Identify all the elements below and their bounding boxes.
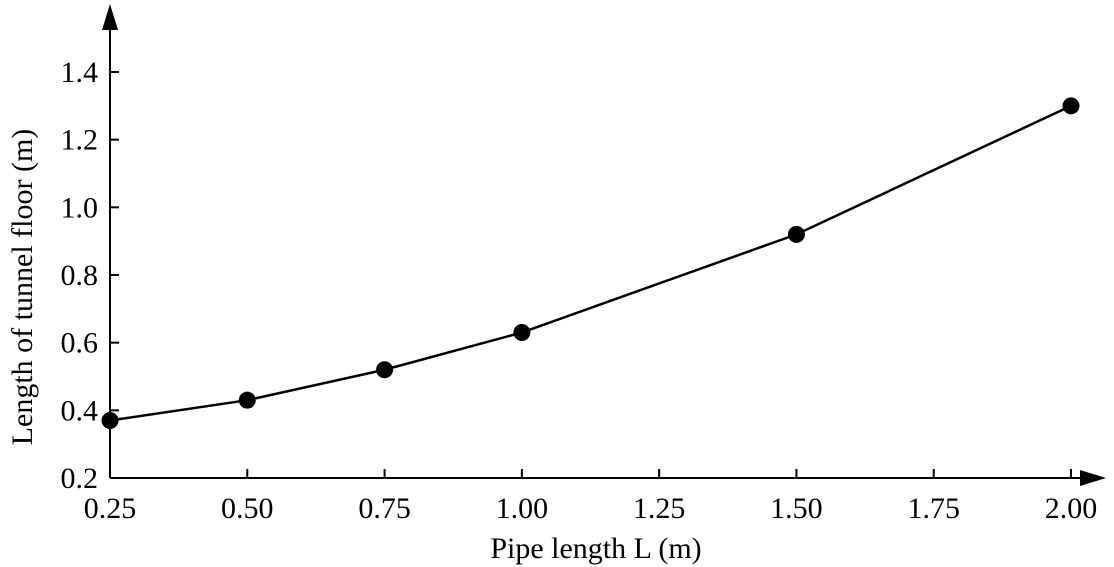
data-point <box>101 411 119 429</box>
data-point <box>238 391 256 409</box>
y-axis-title: Length of tunnel floor (m) <box>6 129 39 446</box>
data-point <box>787 225 805 243</box>
x-tick-label: 0.50 <box>221 492 274 525</box>
y-tick-label: 0.4 <box>61 394 99 427</box>
x-tick-label: 2.00 <box>1045 492 1098 525</box>
y-tick-label: 1.0 <box>61 191 99 224</box>
axes <box>102 4 1106 486</box>
y-axis-arrow <box>102 4 118 30</box>
x-tick-label: 1.50 <box>770 492 823 525</box>
x-tick-label: 0.25 <box>84 492 137 525</box>
data-point <box>1062 97 1080 115</box>
series-line <box>109 104 1072 422</box>
data-point <box>376 361 394 379</box>
y-tick-label: 0.6 <box>61 327 99 360</box>
x-tick-label: 1.75 <box>907 492 960 525</box>
y-tick-label: 1.4 <box>61 56 99 89</box>
y-tick-labels: 0.2 0.4 0.6 0.8 1.0 1.2 1.4 <box>61 56 99 495</box>
x-tick-label: 1.25 <box>633 492 686 525</box>
y-tick-label: 1.2 <box>61 124 99 157</box>
x-tick-label: 1.00 <box>496 492 549 525</box>
x-tick-label: 0.75 <box>358 492 411 525</box>
y-tick-label: 0.8 <box>61 259 99 292</box>
x-axis-arrow <box>1080 470 1106 486</box>
x-tick-labels: 0.25 0.50 0.75 1.00 1.25 1.50 1.75 2.00 <box>84 492 1098 525</box>
data-point <box>513 324 531 342</box>
x-axis-title: Pipe length L (m) <box>490 532 701 565</box>
series-group <box>101 97 1080 429</box>
y-tick-label: 0.2 <box>61 462 99 495</box>
